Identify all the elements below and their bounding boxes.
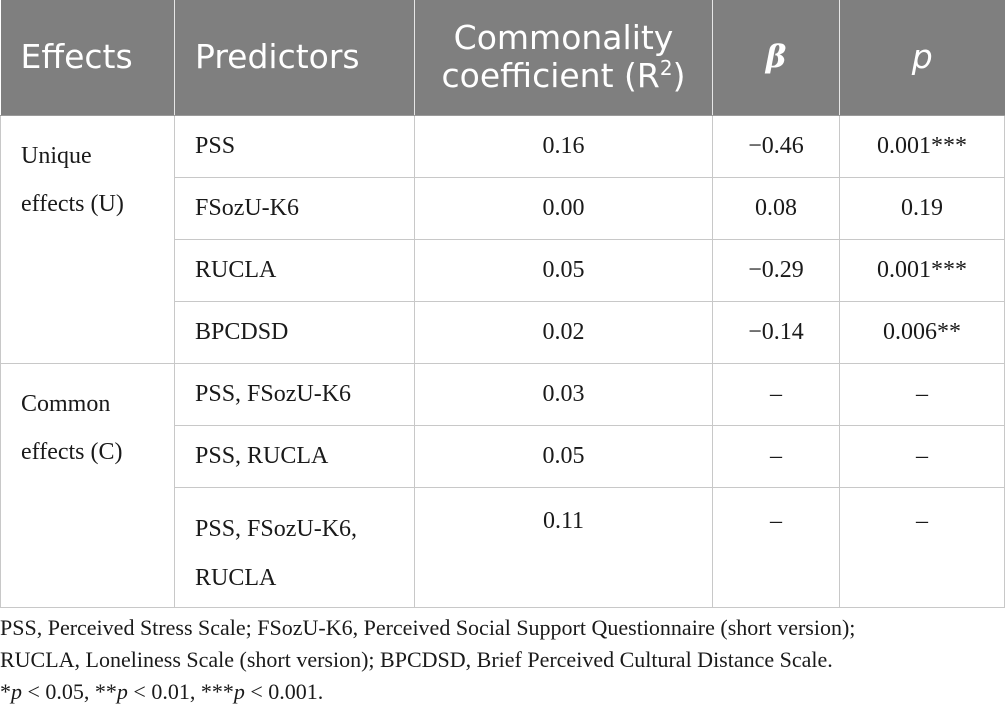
group-label-line1: Unique [21, 142, 92, 169]
header-commonality-close: ) [672, 56, 686, 96]
group-label-line1: Common [21, 390, 111, 417]
header-commonality-sup: 2 [659, 56, 673, 81]
header-row: Effects Predictors Commonality coefficie… [0, 0, 1005, 116]
coefficient-cell: 0.11 [414, 486, 713, 608]
header-p: p [839, 0, 1005, 116]
coefficient-cell: 0.00 [414, 176, 713, 240]
group-label-line2: effects (C) [21, 438, 123, 465]
predictor-line1: PSS, FSozU-K6, [195, 515, 358, 542]
header-commonality: Commonality coefficient (R2) [414, 0, 713, 116]
header-beta: β [712, 0, 840, 116]
table-row: BPCDSD 0.02 −0.14 0.006** [1, 300, 1005, 364]
predictor-cell: PSS, FSozU-K6 [174, 362, 415, 426]
header-commonality-line1: Commonality [453, 18, 674, 58]
beta-cell: −0.46 [712, 114, 840, 178]
header-effects: Effects [0, 0, 175, 116]
group-label-unique: Unique effects (U) [0, 114, 175, 364]
table-footnotes: PSS, Perceived Stress Scale; FSozU-K6, P… [0, 612, 1000, 708]
predictor-cell: RUCLA [174, 238, 415, 302]
sig-star: * [0, 679, 11, 704]
sig-t1: < 0.05, ** [22, 679, 117, 704]
table-row: Common effects (C) PSS, FSozU-K6 0.03 – … [0, 362, 1005, 608]
p-cell: – [839, 486, 1005, 608]
beta-cell: – [712, 362, 840, 426]
coefficient-cell: 0.05 [414, 424, 713, 488]
predictor-line2: RUCLA [195, 564, 277, 591]
table-row: Unique effects (U) PSS 0.16 −0.46 0.001*… [0, 114, 1005, 364]
predictor-cell: BPCDSD [174, 300, 415, 364]
predictor-cell: PSS, FSozU-K6, RUCLA [174, 486, 415, 608]
beta-cell: −0.29 [712, 238, 840, 302]
p-cell: 0.006** [839, 300, 1005, 364]
table-row: PSS, FSozU-K6, RUCLA 0.11 – – [1, 486, 1005, 608]
p-cell: – [839, 362, 1005, 426]
p-cell: 0.19 [839, 176, 1005, 240]
p-cell: 0.001*** [839, 238, 1005, 302]
beta-cell: – [712, 486, 840, 608]
predictor-cell: PSS, RUCLA [174, 424, 415, 488]
header-predictors: Predictors [174, 0, 415, 116]
footnote-line2: RUCLA, Loneliness Scale (short version);… [0, 647, 833, 672]
beta-cell: – [712, 424, 840, 488]
coefficient-cell: 0.03 [414, 362, 713, 426]
beta-cell: −0.14 [712, 300, 840, 364]
coefficient-cell: 0.16 [414, 114, 713, 178]
predictor-cell: PSS [174, 114, 415, 178]
predictor-cell: FSozU-K6 [174, 176, 415, 240]
group-label-line2: effects (U) [21, 190, 124, 217]
coefficient-cell: 0.02 [414, 300, 713, 364]
sig-p1: p [11, 679, 22, 704]
sig-p3: p [233, 679, 245, 704]
footnote-line1: PSS, Perceived Stress Scale; FSozU-K6, P… [0, 615, 856, 640]
table-row: RUCLA 0.05 −0.29 0.001*** [1, 238, 1005, 302]
header-commonality-line2: coefficient (R [441, 56, 660, 96]
p-cell: – [839, 424, 1005, 488]
beta-cell: 0.08 [712, 176, 840, 240]
sig-t2: < 0.01, *** [127, 679, 234, 704]
sig-p2: p [116, 679, 128, 704]
table-row: PSS, RUCLA 0.05 – – [1, 424, 1005, 488]
results-table: Effects Predictors Commonality coefficie… [0, 0, 1005, 608]
coefficient-cell: 0.05 [414, 238, 713, 302]
footnote-significance: *p < 0.05, **p < 0.01, ***p < 0.001. [0, 676, 1000, 708]
p-cell: 0.001*** [839, 114, 1005, 178]
group-label-common: Common effects (C) [0, 362, 175, 608]
sig-t3: < 0.001. [244, 679, 324, 704]
